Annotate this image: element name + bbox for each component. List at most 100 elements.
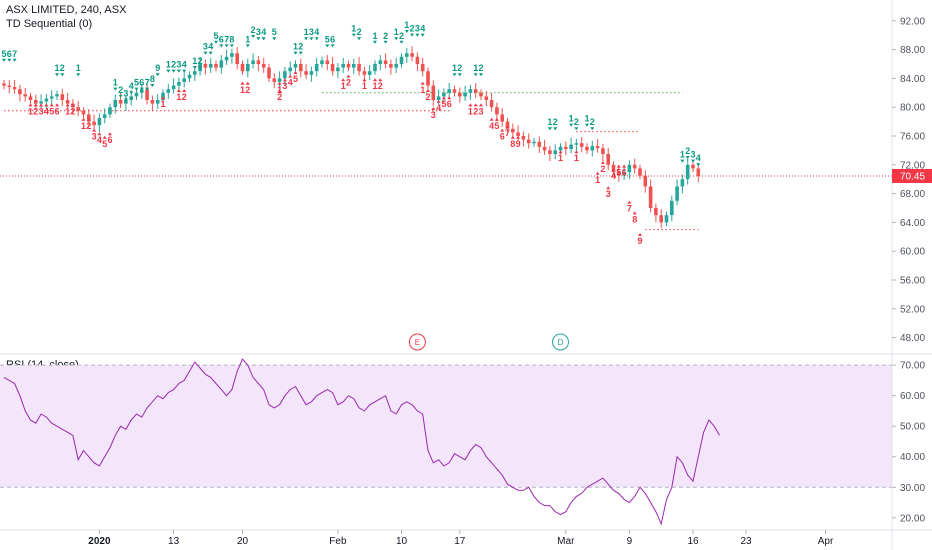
td-buy-arrow <box>33 103 38 107</box>
td-buy-arrow <box>176 89 181 92</box>
td-buy-arrow <box>378 78 383 82</box>
td-count-label: 1 <box>595 175 600 185</box>
td-sell-arrow <box>574 127 579 131</box>
candle-body <box>309 71 314 75</box>
candle-body <box>145 89 149 100</box>
td-sell-arrow <box>245 44 250 48</box>
td-buy-arrow <box>431 107 436 110</box>
candle-body <box>399 56 404 64</box>
candle-body <box>442 92 446 97</box>
td-count-label: 3 <box>176 60 181 70</box>
td-count-label: 1 <box>372 81 377 91</box>
td-count-label: 5 <box>325 34 330 44</box>
time-tick-label: 13 <box>168 536 180 547</box>
td-buy-arrow <box>500 128 505 132</box>
price-tick-label: 88.00 <box>900 45 925 56</box>
candle-body <box>526 139 531 144</box>
candle-body <box>659 215 663 223</box>
candle-body <box>187 74 192 79</box>
td-sell-arrow <box>330 44 335 48</box>
td-count-label: 4 <box>44 106 49 116</box>
candle-body <box>171 85 176 90</box>
td-count-label: 5 <box>272 27 277 37</box>
td-sell-arrow <box>55 73 59 77</box>
candle-body <box>251 60 255 64</box>
td-count-label: 2 <box>70 106 75 116</box>
td-buy-arrow <box>627 200 632 204</box>
td-sell-arrow <box>256 37 261 41</box>
price-tick-label: 92.00 <box>900 16 925 27</box>
td-sell-arrow <box>129 91 134 95</box>
td-sell-arrow <box>314 37 319 41</box>
td-count-label: 1 <box>245 34 250 44</box>
td-count-label: 8 <box>510 139 515 149</box>
td-count-label: 1 <box>28 106 33 116</box>
candle-body <box>367 71 372 75</box>
td-buy-arrow <box>108 132 112 136</box>
candle-body <box>246 64 250 72</box>
td-sell-arrow <box>272 37 277 41</box>
td-sell-arrow <box>139 87 144 91</box>
td-count-label: 1 <box>420 85 425 95</box>
td-count-label: 4 <box>129 81 134 91</box>
td-count-label: 9 <box>516 139 521 149</box>
price-tick-label: 80.00 <box>900 103 925 114</box>
candle-body <box>405 53 409 57</box>
td-count-label: 2 <box>346 78 351 88</box>
candle-body <box>28 96 33 100</box>
rsi-tick-label: 50.00 <box>900 422 925 433</box>
td-count-label: 2 <box>357 27 362 37</box>
td-count-label: 3 <box>92 132 97 142</box>
td-buy-arrow <box>510 135 515 139</box>
td-buy-arrow <box>373 78 377 82</box>
candle-body <box>18 89 22 95</box>
candle-body <box>102 114 107 118</box>
td-buy-arrow <box>182 89 187 92</box>
td-sell-arrow <box>198 66 203 69</box>
td-buy-arrow <box>558 150 563 154</box>
candle-body <box>81 110 86 115</box>
candle-body <box>2 83 6 86</box>
candle-body <box>648 186 653 208</box>
td-sell-arrow <box>208 51 213 55</box>
td-count-label: 2 <box>118 85 123 95</box>
candle-body <box>452 89 457 93</box>
td-buy-arrow <box>473 103 478 107</box>
td-buy-arrow <box>288 74 293 78</box>
candle-body <box>579 143 584 147</box>
td-sell-arrow <box>182 69 187 73</box>
candle-body <box>389 64 393 68</box>
td-buy-arrow <box>574 150 579 154</box>
candle-body <box>362 71 367 75</box>
event-marker <box>408 333 426 351</box>
td-count-label: 4 <box>261 27 266 37</box>
td-count-label: 1 <box>65 106 70 116</box>
td-count-label: 1 <box>81 121 86 131</box>
time-tick-label: 9 <box>627 536 633 547</box>
td-sell-arrow <box>479 73 483 77</box>
candle-body <box>214 64 218 68</box>
candle-body <box>224 56 229 61</box>
candle-body <box>60 94 65 100</box>
td-buy-arrow <box>346 74 351 78</box>
td-count-label: 4 <box>420 24 425 34</box>
time-tick-label: 23 <box>740 536 752 547</box>
td-buy-arrow <box>447 96 452 100</box>
td-count-label: 5 <box>49 106 54 116</box>
td-buy-arrow <box>86 117 91 121</box>
td-sell-arrow <box>309 37 314 41</box>
td-buy-arrow <box>81 117 86 121</box>
td-count-label: 1 <box>293 42 298 52</box>
candle-body <box>574 143 579 145</box>
candle-body <box>463 92 467 97</box>
td-buy-arrow <box>441 96 446 100</box>
td-buy-arrow <box>611 168 616 172</box>
candle-body <box>383 60 388 64</box>
td-count-label: 1 <box>394 27 399 37</box>
td-sell-arrow <box>415 33 420 37</box>
candle-body <box>293 64 298 68</box>
price-tick-label: 56.00 <box>900 276 925 287</box>
td-count-label: 8 <box>632 214 637 224</box>
td-count-label: 3 <box>203 42 208 52</box>
